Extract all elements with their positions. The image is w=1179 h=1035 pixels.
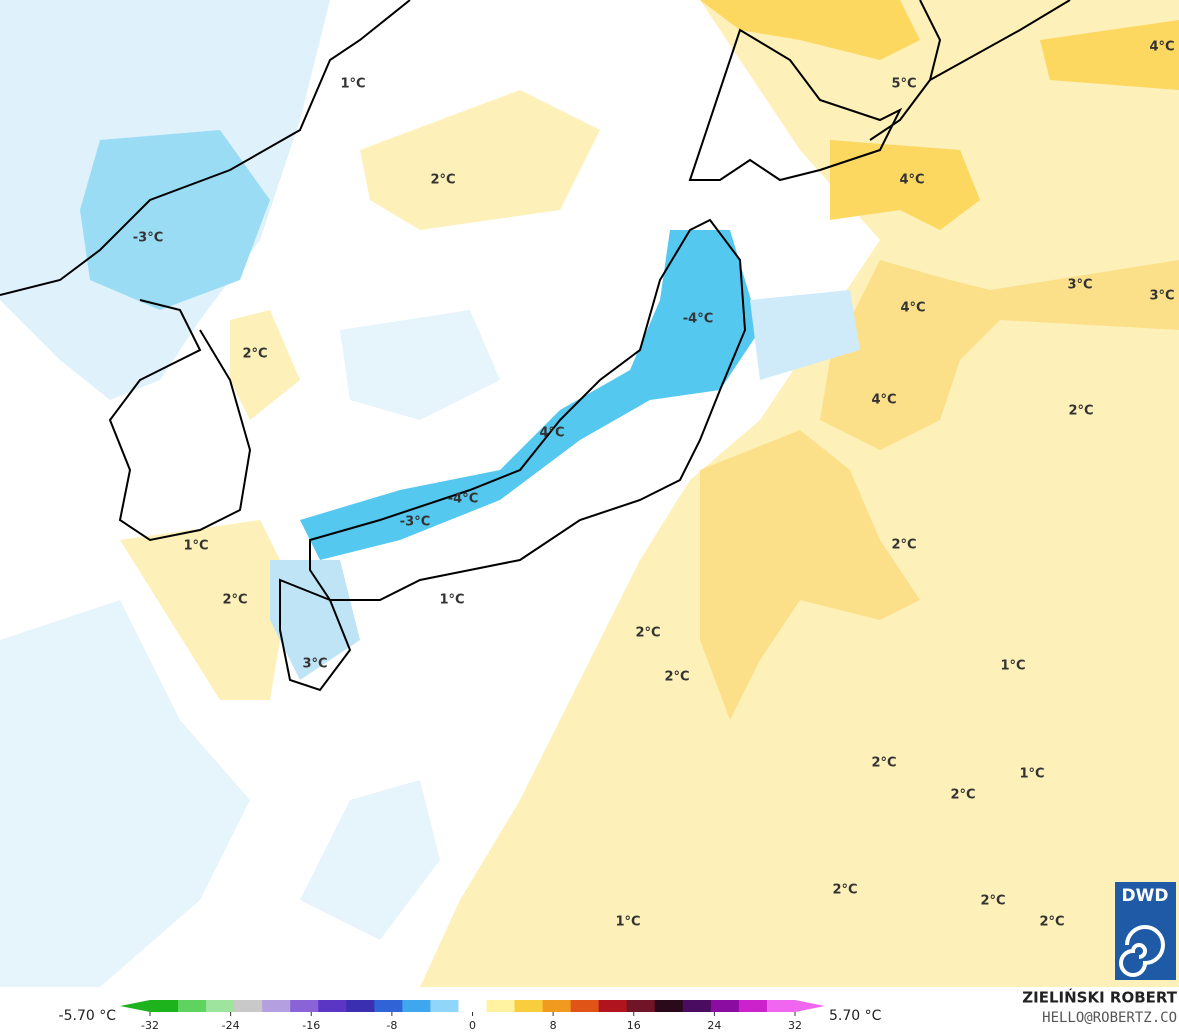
temperature-label: 2°C — [980, 894, 1005, 909]
warm-core — [820, 260, 1179, 450]
colorbar-segment — [514, 1000, 544, 1012]
credit-website: HELLO@ROBERTZ.CO — [1042, 1010, 1177, 1026]
colorbar-segment — [318, 1000, 347, 1012]
temperature-label: 2°C — [871, 756, 896, 771]
colorbar-segment — [234, 1000, 263, 1012]
colorbar-segment — [682, 1000, 712, 1012]
warm-area — [360, 90, 600, 230]
cold-area — [0, 600, 250, 987]
colorbar-segment — [374, 1000, 403, 1012]
temperature-label: 4°C — [900, 301, 925, 316]
temperature-label: 1°C — [615, 915, 640, 930]
temperature-label: 2°C — [430, 173, 455, 188]
colorbar-segment — [290, 1000, 319, 1012]
colorbar-tick-label: -24 — [222, 1019, 240, 1032]
temperature-label: -4°C — [448, 492, 478, 507]
temperature-label: 4°C — [539, 426, 564, 441]
coastline — [929, 0, 1071, 81]
temperature-label: -3°C — [400, 515, 430, 530]
map-labels: 1°C 2°C -3°C 2°C -4°C 4°C -4°C -3°C 1°C 2°C 1°C 2°C… — [133, 40, 1175, 930]
logo-swirl — [1119, 925, 1165, 977]
colorbar-tick-label: 0 — [469, 1019, 476, 1032]
temperature-label: 2°C — [664, 670, 689, 685]
colorbar-segment — [542, 1000, 572, 1012]
colorbar-segment — [150, 1000, 179, 1012]
colorbar-tick-label: 32 — [788, 1019, 802, 1032]
temperature-label: 2°C — [242, 347, 267, 362]
warm-core — [1040, 20, 1179, 90]
temperature-label: 1°C — [1019, 767, 1044, 782]
temperature-label: 2°C — [1039, 915, 1064, 930]
colorbar-segment — [430, 1000, 459, 1012]
logo-text: DWD — [1122, 886, 1169, 906]
colorbar-tick-label: -16 — [302, 1019, 320, 1032]
temperature-label: 3°C — [1067, 278, 1092, 293]
colorbar-segment — [598, 1000, 628, 1012]
temperature-label: 2°C — [832, 883, 857, 898]
colorbar-segment — [486, 1000, 516, 1012]
colorbar-segment — [570, 1000, 600, 1012]
cold-core — [300, 230, 760, 560]
temperature-label: 1°C — [1000, 659, 1025, 674]
colorbar-max-label: 5.70 °C — [829, 1008, 882, 1024]
coastline — [309, 218, 747, 601]
colorbar-segment — [262, 1000, 291, 1012]
coastline — [688, 28, 903, 182]
colorbar-segment — [402, 1000, 431, 1012]
coastlines — [0, 0, 1071, 692]
colorbar-tick-label: -32 — [141, 1019, 159, 1032]
colorbar-segment — [178, 1000, 207, 1012]
colorbar-segment — [346, 1000, 375, 1012]
colorbar-segment — [626, 1000, 656, 1012]
colorbar-segment — [766, 1000, 796, 1012]
temperature-label: -4°C — [683, 312, 713, 327]
temperature-label: -3°C — [133, 231, 163, 246]
colorbar-tick-label: 8 — [550, 1019, 557, 1032]
cold-area — [270, 560, 360, 680]
dwd-logo: DWD — [1115, 882, 1176, 980]
temperature-label: 3°C — [302, 657, 327, 672]
temperature-label: 2°C — [950, 788, 975, 803]
colorbar-tick-label: -8 — [386, 1019, 397, 1032]
colorbar-segment — [206, 1000, 235, 1012]
cold-area — [300, 780, 440, 940]
temperature-label: 1°C — [340, 77, 365, 92]
temperature-label: 1°C — [439, 593, 464, 608]
colorbar-tick-label: 24 — [707, 1019, 721, 1032]
colorbar-arrow — [795, 1000, 825, 1012]
warm-core — [830, 140, 980, 230]
colorbar-segment — [654, 1000, 684, 1012]
temperature-label: 2°C — [222, 593, 247, 608]
warm-area — [230, 310, 300, 420]
coastline — [279, 578, 352, 692]
temperature-label: 3°C — [1149, 289, 1174, 304]
temperature-label: 2°C — [635, 626, 660, 641]
colorbar-segment — [458, 1000, 488, 1012]
temperature-label: 5°C — [891, 77, 916, 92]
colorbar-tick-label: 16 — [627, 1019, 641, 1032]
colorbar-segment — [710, 1000, 740, 1012]
temperature-label: 2°C — [891, 538, 916, 553]
temperature-label: 4°C — [899, 173, 924, 188]
colorbar-segment — [738, 1000, 768, 1012]
warm-area — [120, 520, 290, 700]
colorbar: -32 -24 -16 -8 0 8 16 24 32 -5.70 °C 5.70 °C — [59, 1000, 882, 1032]
warm-core — [700, 0, 920, 60]
coastline — [0, 0, 411, 296]
colorbar-min-label: -5.70 °C — [59, 1008, 117, 1024]
cold-core — [80, 130, 270, 310]
temperature-label: 2°C — [1068, 404, 1093, 419]
warm-core — [700, 430, 920, 720]
temperature-label: 1°C — [183, 539, 208, 554]
temperature-label: 4°C — [871, 393, 896, 408]
temperature-label: 4°C — [1149, 40, 1174, 55]
colorbar-arrow — [120, 1000, 150, 1012]
cold-area — [750, 290, 860, 380]
credit-author: ZIELIŃSKI ROBERT — [1022, 988, 1177, 1007]
cold-area — [340, 310, 500, 420]
coastline — [108, 299, 252, 542]
